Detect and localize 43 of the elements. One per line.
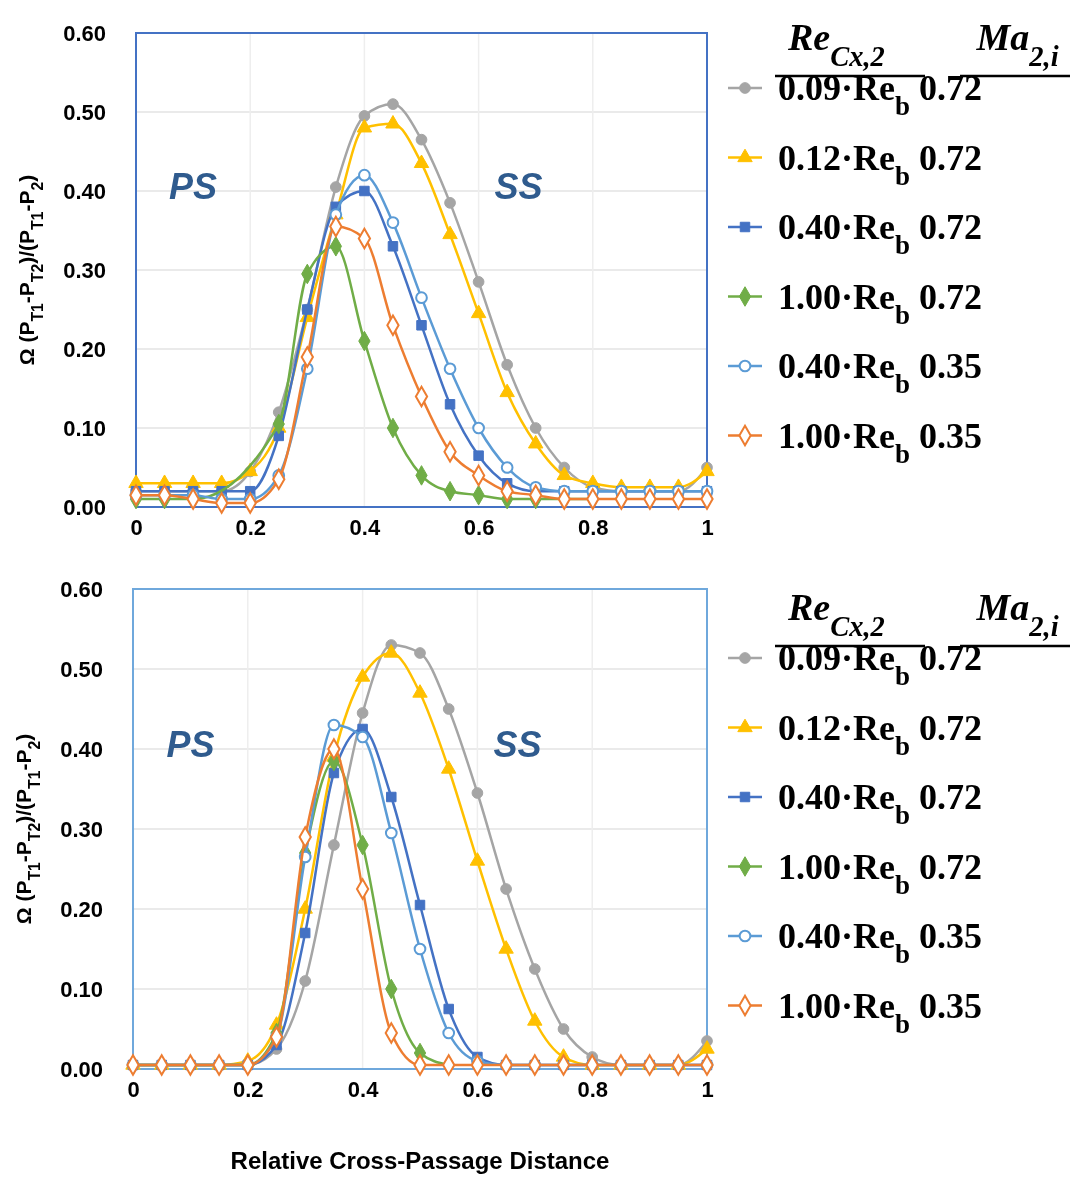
x-tick-label: 0.8 <box>577 1076 608 1102</box>
x-axis-title: Relative Cross-Passage Distance <box>230 1147 610 1174</box>
y-tick-label: 0.00 <box>63 494 106 520</box>
legend-label: 0.40·Re$_{b}$ 0.35 <box>778 346 983 399</box>
y-tick-label: 0.60 <box>63 20 106 46</box>
x-tick-label: 0 <box>130 514 143 540</box>
y-tick-label: 0.50 <box>60 656 103 682</box>
y-tick-label: 0.30 <box>63 257 106 283</box>
annotation: PS <box>169 165 218 207</box>
x-tick-label: 1 <box>701 1076 714 1102</box>
y-tick-label: 0.40 <box>63 178 106 204</box>
x-tick-label: 0.2 <box>233 1076 264 1102</box>
legend-label: 1.00·Re$_{b}$ 0.72 <box>778 846 983 900</box>
legend-label: 0.12·Re$_{b}$ 0.72 <box>778 707 983 761</box>
x-tick-label: 0.6 <box>462 1076 494 1102</box>
text: Re$_{Cx,2}$ Ma$_{2,i}$ <box>788 16 1059 72</box>
legend-label: 1.00·Re$_{b}$ 0.72 <box>778 276 983 330</box>
y-tick-label: 0.60 <box>60 576 103 602</box>
legend-label: 0.40·Re$_{b}$ 0.72 <box>778 207 983 260</box>
text: Re$_{Cx,2}$ Ma$_{2,i}$ <box>788 586 1059 642</box>
annotation: PS <box>166 724 215 765</box>
x-tick-label: 0.4 <box>347 1076 380 1102</box>
x-tick-label: 1 <box>701 514 714 540</box>
x-tick-label: 0.4 <box>349 514 381 540</box>
x-tick-label: 0 <box>127 1076 140 1102</box>
y-tick-label: 0.30 <box>60 816 103 842</box>
y-tick-label: 0.10 <box>60 976 103 1002</box>
y-tick-label: 0.20 <box>60 896 103 922</box>
y-tick-label: 0.20 <box>63 336 106 362</box>
y-tick-label: 0.10 <box>63 415 106 441</box>
x-tick-label: 0.6 <box>463 514 495 540</box>
x-tick-label: 0.8 <box>578 514 609 540</box>
legend-label: 1.00·Re$_{b}$ 0.35 <box>778 985 983 1039</box>
y-tick-label: 0.00 <box>60 1056 103 1082</box>
annotation: SS <box>493 724 542 765</box>
annotation: SS <box>494 165 543 207</box>
legend-label: 0.40·Re$_{b}$ 0.72 <box>778 777 983 830</box>
y-tick-label: 0.50 <box>63 99 106 125</box>
y-tick-label: 0.40 <box>60 736 103 762</box>
legend-label: 1.00·Re$_{b}$ 0.35 <box>778 415 983 469</box>
legend-label: 0.12·Re$_{b}$ 0.72 <box>778 137 983 191</box>
x-tick-label: 0.2 <box>235 514 266 540</box>
legend-label: 0.40·Re$_{b}$ 0.35 <box>778 916 983 969</box>
